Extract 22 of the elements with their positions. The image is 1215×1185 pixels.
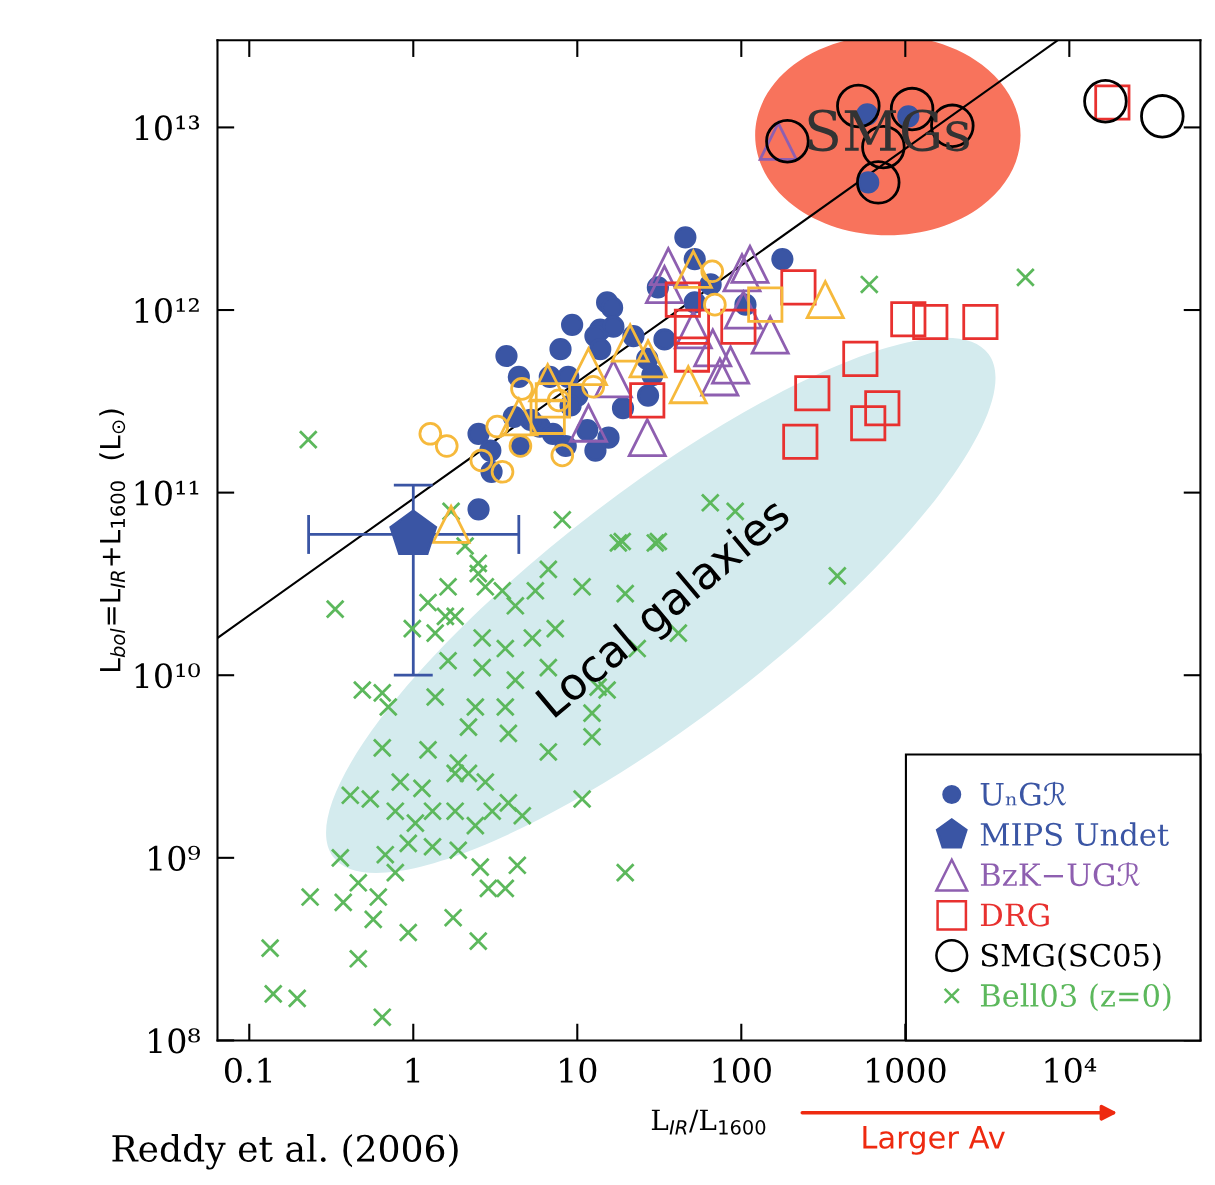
legend-label: BzK−UGℛ: [980, 862, 1140, 887]
y-tick-label: 10¹³: [135, 115, 200, 141]
text: L$_{bol}$=L$_{IR}$+L$_{1600}$ (L$_{⊙}$): [99, 409, 126, 671]
y-tick-label: 10⁸: [149, 1028, 200, 1054]
x-axis-title: L$_{IR}$/L$_{1600}$: [651, 1109, 766, 1135]
x-tick-label: 1000: [866, 1057, 946, 1083]
x-tick-label: 10: [560, 1057, 597, 1083]
legend-label: Bell03 (z=0): [980, 983, 1171, 1012]
legend-label: MIPS Undet: [980, 822, 1169, 846]
x-tick-label: 0.1: [224, 1057, 272, 1083]
legend-label: DRG: [980, 903, 1049, 927]
legend-label: UₙGℛ: [980, 781, 1066, 806]
y-tick-label: 10¹⁰: [135, 663, 200, 689]
y-tick-label: 10¹²: [135, 297, 199, 324]
y-tick-label: 10⁹: [149, 845, 200, 871]
legend-label: SMG(SC05): [981, 943, 1161, 972]
x-tick-label: 100: [713, 1057, 771, 1083]
y-tick-label: 10¹¹: [135, 480, 199, 506]
x-tick-label: 1: [406, 1057, 420, 1083]
text: Larger Av: [863, 1126, 1005, 1155]
x-tick-label: 10⁴: [1045, 1057, 1097, 1083]
text: Reddy et al. (2006): [112, 1134, 458, 1170]
